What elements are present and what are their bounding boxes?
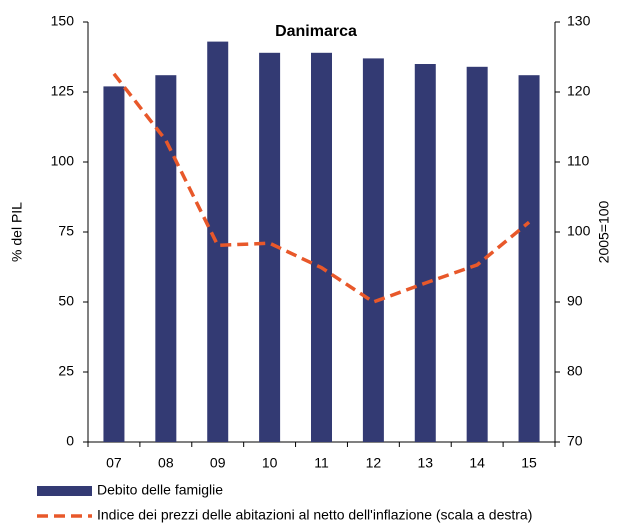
y-tick-label: 150 (51, 13, 75, 29)
y2-tick-label: 80 (567, 363, 583, 379)
y-tick-label: 25 (58, 363, 74, 379)
x-tick-label: 14 (469, 455, 485, 471)
chart-title: Danimarca (275, 23, 357, 40)
y-tick-label: 125 (51, 83, 75, 99)
y-axis-label: % del PIL (9, 202, 25, 262)
y-tick-label: 100 (51, 153, 75, 169)
legend-label: Debito delle famiglie (97, 482, 223, 498)
x-tick-label: 13 (417, 455, 433, 471)
x-tick-label: 10 (262, 455, 278, 471)
bar (259, 52, 281, 443)
legend-label: Indice dei prezzi delle abitazioni al ne… (97, 507, 532, 523)
x-tick-label: 15 (521, 455, 537, 471)
bar (518, 75, 540, 442)
y-tick-label: 50 (58, 293, 74, 309)
y2-tick-label: 100 (567, 223, 591, 239)
bar (466, 66, 488, 443)
bar (311, 52, 332, 443)
bar (362, 58, 384, 443)
y-tick-label: 0 (66, 433, 74, 449)
legend-swatch (37, 486, 92, 496)
x-tick-label: 12 (366, 455, 382, 471)
y2-tick-label: 110 (567, 153, 590, 169)
bar (414, 64, 436, 442)
y-tick-label: 75 (58, 223, 74, 239)
y2-tick-label: 130 (567, 13, 591, 29)
line (112, 72, 531, 304)
y2-tick-label: 90 (567, 293, 583, 309)
x-tick-label: 11 (314, 455, 329, 471)
y2-axis-label: 2005=100 (596, 200, 612, 263)
bar (103, 86, 125, 443)
bar (155, 75, 177, 442)
y2-tick-label: 70 (567, 433, 583, 449)
x-tick-label: 09 (210, 455, 226, 471)
x-tick-label: 07 (106, 455, 122, 471)
x-tick-label: 08 (158, 455, 174, 471)
bar (207, 41, 229, 442)
y2-tick-label: 120 (567, 83, 591, 99)
